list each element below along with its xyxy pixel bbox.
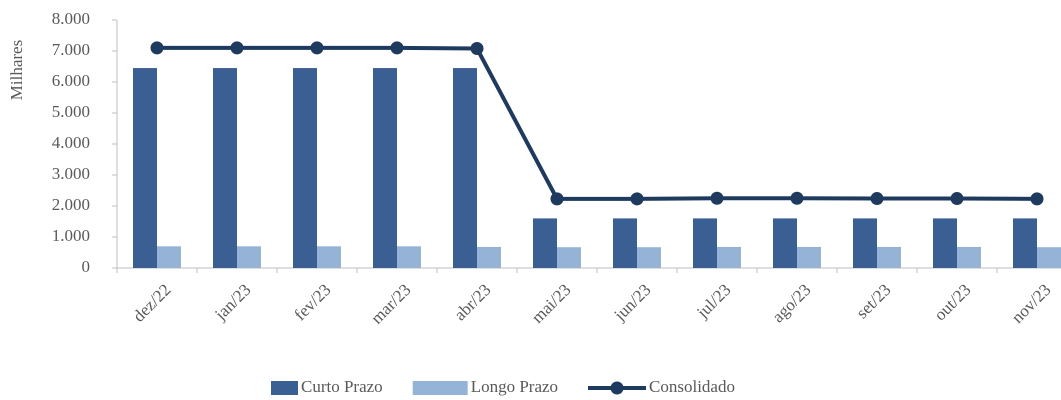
marker: [1030, 192, 1044, 206]
y-axis-label: Milhares: [7, 40, 26, 100]
bar: [637, 247, 661, 268]
bar: [797, 246, 821, 268]
bar: [773, 218, 797, 268]
bar: [957, 246, 981, 268]
marker: [710, 191, 724, 205]
bar: [477, 246, 501, 268]
x-tick-label: ago/23: [768, 280, 814, 326]
x-tick-label: jan/23: [210, 280, 254, 324]
x-tick-label: out/23: [930, 280, 974, 324]
bar: [613, 218, 637, 268]
y-tick-label: 7.000: [52, 40, 90, 59]
line: [157, 45, 1038, 201]
marker: [870, 192, 884, 206]
y-tick-label: 8.000: [52, 9, 90, 28]
x-tick-label: mai/23: [528, 280, 575, 327]
legend-swatch: [271, 381, 298, 395]
marker: [310, 41, 324, 55]
x-tick-label: fev/23: [290, 280, 334, 324]
bar: [373, 68, 397, 268]
x-tick-label: nov/23: [1008, 280, 1055, 327]
marker: [390, 41, 404, 55]
bar: [133, 68, 157, 268]
x-tick-label: jul/23: [692, 280, 734, 322]
bar: [213, 68, 237, 268]
bar: [1013, 218, 1037, 268]
y-tick-label: 6.000: [52, 71, 90, 90]
y-tick-label: 2.000: [52, 195, 90, 214]
x-tick-label: jun/23: [610, 280, 655, 325]
x-tick-label: set/23: [852, 280, 894, 322]
marker: [950, 192, 964, 206]
y-tick-label: 4.000: [52, 133, 90, 152]
y-tick-label: 1.000: [52, 226, 90, 245]
bar: [317, 246, 341, 268]
bar: [533, 218, 557, 268]
legend-swatch: [412, 381, 468, 395]
bar: [877, 246, 901, 268]
bar: [933, 218, 957, 268]
bar: [293, 68, 317, 268]
marker: [790, 191, 804, 205]
bar: [557, 247, 581, 268]
bar: [717, 246, 741, 268]
y-tick-label: 5.000: [52, 102, 90, 121]
legend-label: Consolidado: [649, 377, 735, 396]
bar: [237, 246, 261, 268]
bar: [157, 246, 181, 268]
marker: [230, 41, 244, 55]
bar: [397, 246, 421, 268]
marker: [150, 41, 164, 55]
legend-label: Curto Prazo: [301, 377, 383, 396]
bar: [693, 218, 717, 268]
x-tick-label: abr/23: [450, 280, 494, 324]
y-tick-label: 3.000: [52, 164, 90, 183]
x-tick-label: mar/23: [367, 280, 414, 327]
x-tick-label: dez/22: [129, 280, 174, 325]
legend-marker: [610, 381, 624, 395]
legend-label: Longo Prazo: [471, 377, 558, 396]
bar: [453, 68, 477, 268]
marker: [470, 42, 484, 56]
bar: [853, 218, 877, 268]
marker: [550, 192, 564, 206]
y-tick-label: 0: [82, 257, 91, 276]
marker: [630, 192, 644, 206]
bar: [1037, 247, 1061, 268]
